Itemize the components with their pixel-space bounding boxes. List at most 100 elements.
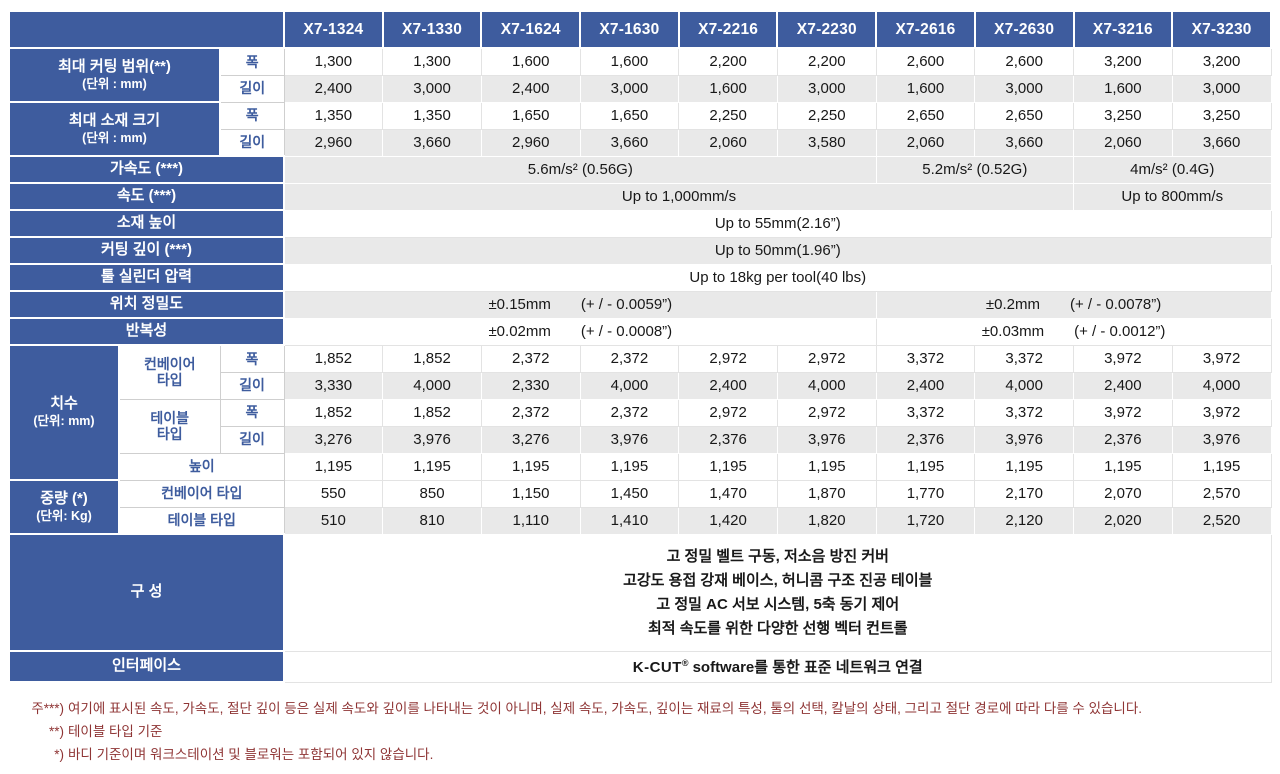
value-cell: 2,200 [678, 47, 778, 76]
footnote-text: 테이블 타입 기준 [68, 723, 163, 739]
value-cell: 1,300 [283, 47, 384, 76]
value-cell: 3,976 [1171, 425, 1272, 454]
sub-label-table-type: 테이블 타입 [118, 506, 285, 535]
value-cell: 1,720 [875, 506, 976, 535]
value-cell: 3,660 [382, 128, 482, 157]
value-cell: 1,852 [382, 398, 482, 427]
registered-mark: ® [681, 658, 689, 668]
value-cell: 1,195 [678, 452, 778, 481]
footnote-marker: **) [48, 723, 64, 739]
value-cell: 3,372 [875, 398, 976, 427]
footnote-marker: *) [54, 746, 64, 762]
value-cell: 3,972 [1171, 344, 1272, 373]
sub-label-length: 길이 [219, 371, 285, 400]
row-label-interface: 인터페이스 [8, 650, 285, 683]
value-cell: 2,400 [1073, 371, 1173, 400]
row-label-tool-cylinder: 툴 실린더 압력 [8, 263, 285, 292]
value-cell: 3,660 [974, 128, 1074, 157]
row-label-speed: 속도 (***) [8, 182, 285, 211]
row-label-unit: (단위 : mm) [82, 76, 147, 91]
value-cell: 2,200 [776, 47, 877, 76]
value-cell: 3,972 [1073, 344, 1173, 373]
value-cell: 2,400 [678, 371, 778, 400]
value-cell: 1,195 [1171, 452, 1272, 481]
value-cell: 2,060 [875, 128, 976, 157]
value-cell: 1,195 [875, 452, 976, 481]
value-inch: (+ / - 0.0078”) [1069, 296, 1162, 313]
value-cell: 2,372 [579, 344, 680, 373]
value-cell: 3,976 [974, 425, 1074, 454]
value-cell: 4,000 [579, 371, 680, 400]
row-repeatability: 반복성 ±0.02mm (+ / - 0.0008”) ±0.03mm (+ /… [8, 317, 1272, 346]
row-acceleration: 가속도 (***) 5.6m/s² (0.56G) 5.2m/s² (0.52G… [8, 155, 1272, 184]
value-cell: 2,400 [283, 74, 384, 103]
row-label-text: 최대 소재 크기 [68, 111, 161, 129]
model-header: X7-3216 [1072, 10, 1174, 49]
value-inch: (+ / - 0.0059”) [580, 296, 673, 313]
row-material-size-width: 최대 소재 크기 (단위 : mm) 폭 1,350 1,350 1,650 1… [8, 101, 1272, 157]
value-inch: (+ / - 0.0012”) [1074, 323, 1166, 340]
value-cell: 2,650 [875, 101, 976, 130]
value-cell: Up to 55mm(2.16”) [283, 209, 1272, 238]
value-cell: 2,520 [1171, 506, 1272, 535]
row-label-unit: (단위 : mm) [82, 130, 147, 145]
sub-label-conveyor-type: 컨베이어 타입 [118, 479, 285, 508]
value-mm: ±0.03mm [981, 323, 1045, 340]
row-label-position-accuracy: 위치 정밀도 [8, 290, 285, 319]
value-cell: 1,450 [579, 479, 680, 508]
value-cell: 2,960 [283, 128, 384, 157]
row-label-dimensions: 치수 (단위: mm) [8, 344, 120, 481]
sub-label-width: 폭 [219, 398, 285, 427]
value-cell: 3,580 [776, 128, 877, 157]
row-cutting-range-width: 최대 커팅 범위(**) (단위 : mm) 폭 1,300 1,300 1,6… [8, 47, 1272, 103]
row-label-material-size: 최대 소재 크기 (단위 : mm) [8, 101, 221, 157]
row-cutting-range-length: 길이 2,400 3,000 2,400 3,000 1,600 3,000 1… [9, 74, 1272, 103]
value-cell: 4m/s² (0.4G) [1073, 155, 1272, 184]
value-cell: 1,470 [678, 479, 778, 508]
row-label-unit: (단위: mm) [33, 414, 95, 429]
value-cell: 3,000 [1171, 74, 1272, 103]
composition-line: 고 정밀 벨트 구동, 저소음 방진 커버 [666, 547, 889, 565]
value-cell: 1,350 [283, 101, 384, 130]
value-mm: ±0.2mm [985, 296, 1040, 313]
model-header-row: X7-1324 X7-1330 X7-1624 X7-1630 X7-2216 … [8, 10, 1272, 49]
value-cell: Up to 50mm(1.96”) [283, 236, 1272, 265]
value-cell: 2,400 [480, 74, 581, 103]
value-cell: 2,972 [776, 344, 877, 373]
value-cell: ±0.03mm (+ / - 0.0012”) [875, 317, 1272, 346]
value-cell: 3,372 [974, 344, 1074, 373]
value-cell: 3,372 [974, 398, 1074, 427]
row-tool-cylinder: 툴 실린더 압력 Up to 18kg per tool(40 lbs) [8, 263, 1272, 292]
value-cell: 3,972 [1073, 398, 1173, 427]
row-material-height: 소재 높이 Up to 55mm(2.16”) [8, 209, 1272, 238]
value-cell: 2,972 [776, 398, 877, 427]
model-header: X7-2216 [677, 10, 779, 49]
row-label-cutting-range: 최대 커팅 범위(**) (단위 : mm) [8, 47, 221, 103]
composition-line: 고강도 용접 강재 베이스, 허니콤 구조 진공 테이블 [623, 571, 933, 589]
value-cell: 2,070 [1073, 479, 1173, 508]
value-cell: 1,195 [283, 452, 384, 481]
value-cell: 1,600 [1073, 74, 1173, 103]
value-cell: 4,000 [776, 371, 877, 400]
value-cell: 4,000 [974, 371, 1074, 400]
value-cell: Up to 1,000mm/s [283, 182, 1074, 211]
value-cell: 4,000 [382, 371, 482, 400]
value-cell: Up to 18kg per tool(40 lbs) [283, 263, 1272, 292]
spec-table: X7-1324 X7-1330 X7-1624 X7-1630 X7-2216 … [8, 10, 1272, 683]
value-cell: 3,276 [480, 425, 581, 454]
value-cell: 3,250 [1171, 101, 1272, 130]
value-cell: 1,870 [776, 479, 877, 508]
interface-text: software를 통한 표준 네트워크 연결 [692, 659, 923, 676]
value-cell: 2,060 [678, 128, 778, 157]
value-cell: 3,000 [776, 74, 877, 103]
value-inch: (+ / - 0.0008”) [580, 323, 673, 340]
row-composition: 구 성 고 정밀 벨트 구동, 저소음 방진 커버 고강도 용접 강재 베이스,… [8, 533, 1272, 652]
row-dimensions-conveyor-width: 치수 (단위: mm) 컨베이어 타입 폭 1,852 1,852 2,372 … [8, 344, 1272, 481]
value-cell: 3,200 [1171, 47, 1272, 76]
value-cell: 3,000 [382, 74, 482, 103]
sub-label-length: 길이 [219, 74, 285, 103]
row-dimensions-table-length: 길이 3,276 3,976 3,276 3,976 2,376 3,976 2… [9, 425, 1272, 454]
value-cell: 2,372 [480, 398, 581, 427]
value-cell: 1,195 [776, 452, 877, 481]
